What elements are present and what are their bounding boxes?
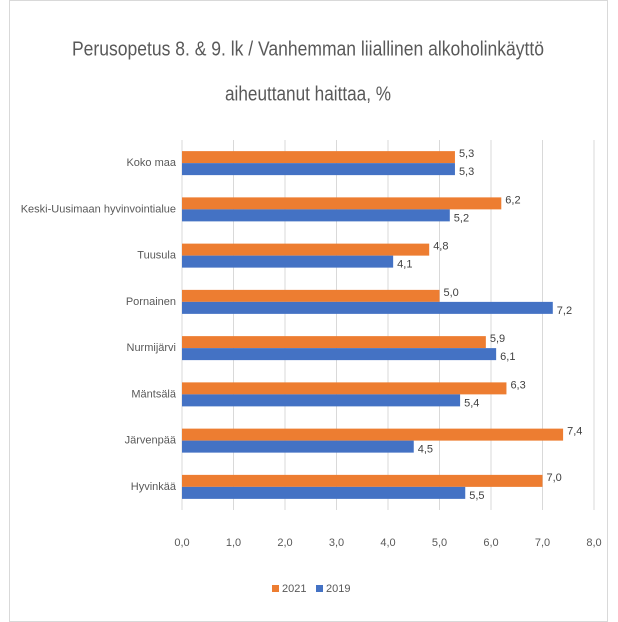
x-tick-label: 1,0 xyxy=(226,537,241,549)
x-tick-label: 5,0 xyxy=(432,537,447,549)
data-label: 6,1 xyxy=(500,351,515,363)
data-label: 6,3 xyxy=(510,379,525,391)
data-label: 5,0 xyxy=(444,287,459,299)
data-label: 5,9 xyxy=(490,333,505,345)
data-label: 7,4 xyxy=(567,426,582,438)
legend-label: 2019 xyxy=(326,583,350,595)
x-tick-label: 7,0 xyxy=(535,537,550,549)
y-tick-label: Hyvinkää xyxy=(131,481,177,493)
data-label: 5,4 xyxy=(464,397,479,409)
legend-swatch xyxy=(272,585,279,592)
y-tick-label: Tuusula xyxy=(137,250,177,262)
bar xyxy=(182,382,507,395)
data-label: 4,5 xyxy=(418,444,433,456)
legend-label: 2021 xyxy=(282,583,306,595)
data-label: 7,0 xyxy=(547,472,562,484)
data-label: 7,2 xyxy=(557,305,572,317)
bar xyxy=(182,394,461,407)
bar xyxy=(182,209,450,222)
bar xyxy=(182,255,394,268)
bar xyxy=(182,348,497,361)
bar xyxy=(182,301,553,314)
bar xyxy=(182,440,414,453)
x-tick-label: 2,0 xyxy=(277,537,292,549)
x-tick-label: 3,0 xyxy=(329,537,344,549)
x-tick-label: 0,0 xyxy=(174,537,189,549)
bar xyxy=(182,163,455,176)
data-label: 5,3 xyxy=(459,166,474,178)
x-tick-label: 4,0 xyxy=(380,537,395,549)
data-label: 4,8 xyxy=(433,241,448,253)
y-tick-label: Koko maa xyxy=(126,157,176,169)
y-tick-label: Pornainen xyxy=(126,296,176,308)
y-tick-label: Järvenpää xyxy=(125,435,177,447)
bar xyxy=(182,336,486,349)
bar xyxy=(182,151,455,164)
data-label: 5,5 xyxy=(469,490,484,502)
bar xyxy=(182,243,430,256)
y-tick-label: Nurmijärvi xyxy=(127,342,177,354)
bar xyxy=(182,289,440,302)
data-label: 5,3 xyxy=(459,148,474,160)
x-tick-label: 8,0 xyxy=(586,537,601,549)
chart-title: aiheuttanut haittaa, % xyxy=(225,83,391,105)
y-tick-label: Keski-Uusimaan hyvinvointialue xyxy=(21,203,176,215)
data-label: 4,1 xyxy=(397,259,412,271)
data-label: 5,2 xyxy=(454,212,469,224)
y-tick-label: Mäntsälä xyxy=(131,388,177,400)
bar xyxy=(182,428,564,441)
bar xyxy=(182,486,466,499)
bar xyxy=(182,197,502,210)
legend-swatch xyxy=(316,585,323,592)
bar xyxy=(182,474,543,487)
data-label: 6,2 xyxy=(505,194,520,206)
x-tick-label: 6,0 xyxy=(483,537,498,549)
chart-title: Perusopetus 8. & 9. lk / Vanhemman liial… xyxy=(72,38,544,60)
